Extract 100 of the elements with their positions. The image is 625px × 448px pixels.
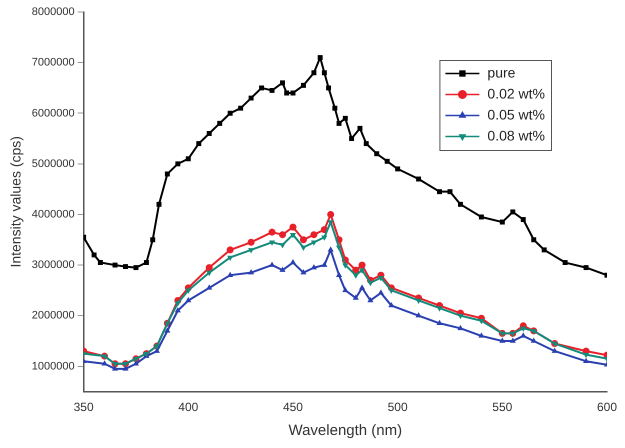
point	[562, 260, 568, 266]
point	[300, 246, 306, 251]
point	[175, 161, 180, 166]
x-axis-title: Wavelength (nm)	[288, 422, 402, 440]
point	[416, 298, 422, 304]
point	[457, 324, 464, 330]
point	[359, 268, 366, 274]
point	[395, 166, 400, 172]
point	[584, 265, 589, 270]
point	[322, 70, 327, 76]
point	[416, 176, 422, 182]
point	[378, 276, 384, 282]
point	[279, 231, 286, 238]
point	[328, 246, 334, 252]
point	[478, 214, 484, 220]
point	[185, 288, 192, 294]
point	[321, 235, 328, 241]
y-tick-label: 1000000	[32, 360, 75, 372]
point	[342, 263, 348, 269]
y-tick-label: 4000000	[32, 208, 75, 220]
point	[336, 246, 342, 251]
point	[112, 262, 118, 268]
point	[336, 272, 342, 277]
point	[352, 294, 359, 300]
point	[510, 209, 516, 214]
point	[388, 288, 394, 294]
point	[185, 296, 192, 302]
point	[280, 80, 285, 86]
point	[238, 106, 244, 111]
point	[92, 252, 97, 258]
legend-label: 0.05 wt%	[487, 106, 546, 122]
point	[248, 96, 254, 101]
point	[123, 264, 128, 270]
x-tick-label: 550	[492, 400, 513, 414]
point	[318, 55, 323, 60]
point	[206, 130, 212, 136]
y-tick-label: 2000000	[32, 310, 75, 322]
point	[342, 116, 348, 121]
point	[150, 237, 156, 242]
point	[144, 260, 149, 266]
point	[520, 326, 526, 332]
y-tick-label: 5000000	[32, 158, 75, 170]
point	[499, 337, 506, 343]
point	[290, 259, 296, 264]
point	[328, 220, 334, 226]
point	[310, 231, 318, 238]
point	[311, 70, 316, 76]
x-tick-label: 450	[282, 400, 304, 414]
y-axis-title: Intensity values (cps)	[7, 136, 24, 268]
point	[437, 189, 442, 194]
legend-label: 0.08 wt%	[487, 127, 546, 144]
point	[300, 82, 306, 88]
point	[289, 224, 296, 231]
point	[227, 272, 234, 277]
point	[226, 246, 234, 254]
point	[206, 270, 212, 276]
y-tick-label: 6000000	[32, 107, 75, 120]
point	[448, 189, 452, 194]
y-tick-label: 8000000	[32, 6, 75, 18]
point	[384, 158, 390, 164]
point	[542, 247, 547, 252]
point	[359, 284, 366, 290]
point	[436, 320, 443, 326]
x-tick-label: 500	[388, 400, 408, 414]
point	[500, 220, 505, 225]
point	[284, 90, 290, 96]
point	[259, 85, 264, 90]
point	[279, 243, 286, 248]
point	[332, 106, 338, 111]
point	[326, 85, 332, 90]
point	[436, 306, 443, 312]
legend-label: 0.02 wt%	[487, 85, 546, 102]
point	[268, 228, 276, 236]
point	[583, 358, 590, 363]
point	[196, 141, 202, 146]
point	[98, 260, 103, 266]
point	[300, 236, 307, 244]
point	[552, 348, 558, 353]
point	[478, 318, 484, 324]
point	[458, 202, 463, 207]
point	[156, 202, 162, 207]
point	[357, 126, 362, 131]
x-tick-label: 400	[178, 400, 199, 414]
y-tick-label: 7000000	[32, 56, 75, 69]
point	[520, 217, 526, 222]
point	[164, 171, 170, 176]
point	[352, 273, 359, 279]
point	[206, 264, 213, 272]
point	[206, 284, 212, 290]
point	[364, 141, 369, 146]
point	[164, 327, 170, 333]
point	[321, 262, 328, 267]
point	[342, 286, 348, 292]
point	[290, 90, 296, 96]
point	[217, 120, 222, 126]
point	[327, 210, 334, 218]
x-tick-label: 600	[596, 400, 618, 414]
point	[269, 240, 276, 246]
x-tick-label: 350	[74, 400, 94, 414]
point	[478, 332, 484, 338]
